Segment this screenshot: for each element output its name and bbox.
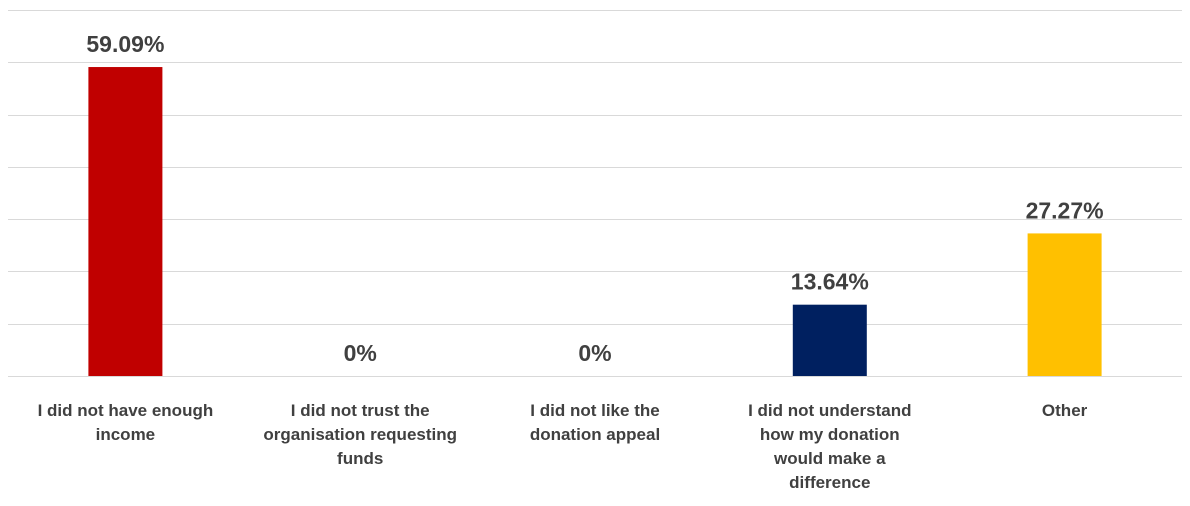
data-label: 0% [344,340,377,366]
category-label: I did not trust the organisation requesti… [263,401,457,468]
category-label-line: donation appeal [530,425,660,444]
category-label: I did not have enough income [38,401,214,444]
data-label: 13.64% [791,269,869,295]
category-label-line: funds [337,449,383,468]
gridlines [8,10,1182,377]
bars [88,67,1102,377]
category-label-line: Other [1042,401,1088,420]
category-label-line: I did not have enough [38,401,214,420]
category-label: I did not like the donation appeal [530,401,660,444]
data-label: 59.09% [86,31,164,57]
category-label-line: income [96,425,156,444]
data-label: 0% [578,340,611,366]
category-label-line: I did not trust the [291,401,430,420]
data-label: 27.27% [1026,197,1104,223]
category-label-line: would make a [773,449,886,468]
data-labels: 59.09% 0% 0% 13.64% 27.27% [86,31,1103,366]
category-label: Other [1042,401,1088,420]
category-label-line: organisation requesting [263,425,457,444]
bar [1027,233,1102,376]
category-label: I did not understand how my donation would… [748,401,911,492]
category-label-line: how my donation [760,425,900,444]
category-labels: I did not have enough income I did not tru… [38,401,1088,492]
category-label-line: I did not like the [530,401,659,420]
bar [88,67,163,377]
category-label-line: I did not understand [748,401,911,420]
category-label-line: difference [789,473,870,492]
bar [792,304,867,376]
